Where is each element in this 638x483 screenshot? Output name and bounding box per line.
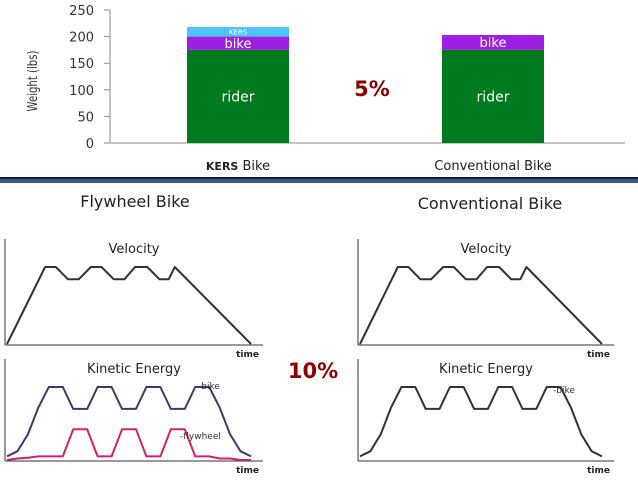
bar-segment-rider — [442, 49, 544, 143]
x-category-label: KERS Bike — [206, 159, 270, 174]
x-category-label: Conventional Bike — [434, 159, 551, 174]
conventional-bike-title: Conventional Bike — [418, 194, 563, 213]
series-line-flywheel — [6, 428, 251, 461]
plot-title: Velocity — [109, 242, 160, 257]
series-line-bike — [359, 386, 603, 458]
flywheel-bike-title: Flywheel Bike — [80, 192, 190, 211]
weight-increase-annotation: 5% — [354, 77, 390, 101]
series-line-velocity — [359, 266, 603, 345]
y-tick-label: 50 — [77, 110, 94, 125]
flywheel-series-legend: -flywheel — [180, 432, 221, 442]
energy-increase-annotation: 10% — [288, 359, 338, 383]
plot-x-label: time — [587, 350, 610, 360]
bar-segment-bike — [442, 35, 544, 50]
bike-series-legend: -bike — [198, 382, 220, 392]
plot-x-label: time — [236, 350, 259, 360]
weight-chart-panel: Weight (lbs) 0 50 100 150 200 250 rider bike KE… — [0, 0, 638, 183]
flywheel-kinetic-energy-plot: Kinetic Energy time -bike -flywheel — [4, 359, 263, 476]
bar-segment-label: KERS — [229, 28, 248, 36]
y-tick-label: 0 — [86, 137, 94, 152]
y-tick-label: 200 — [69, 31, 94, 46]
plot-title: Kinetic Energy — [87, 362, 181, 377]
bar-segment-label: bike — [480, 36, 507, 51]
y-tick-label: 150 — [69, 57, 94, 72]
flywheel-velocity-plot: Velocity time — [4, 239, 263, 360]
conventional-velocity-plot: Velocity time — [357, 239, 614, 360]
bar-segment-kers — [187, 27, 289, 37]
plot-x-label: time — [587, 466, 610, 476]
y-tick-label: 100 — [69, 84, 94, 99]
plot-x-label: time — [236, 466, 259, 476]
bar-segment-label: bike — [225, 37, 252, 52]
plot-title: Kinetic Energy — [439, 362, 533, 377]
y-tick-label: 250 — [69, 4, 94, 19]
bar-segment-label: rider — [222, 89, 255, 105]
energy-comparison-panel: Flywheel Bike Conventional Bike Velocity… — [0, 183, 638, 479]
bike-series-legend-right: -bike — [553, 386, 575, 396]
bar-segment-label: rider — [477, 89, 510, 105]
bar-segment-bike — [187, 36, 289, 50]
velocity-energy-charts: Flywheel Bike Conventional Bike Velocity… — [4, 192, 614, 476]
series-line-bike — [6, 386, 252, 458]
conventional-kinetic-energy-plot: Kinetic Energy time -bike — [357, 359, 614, 476]
bar-segment-rider — [187, 49, 289, 143]
series-line-velocity — [6, 266, 252, 345]
plot-title: Velocity — [461, 242, 512, 257]
y-axis-label: Weight (lbs) — [25, 51, 41, 112]
